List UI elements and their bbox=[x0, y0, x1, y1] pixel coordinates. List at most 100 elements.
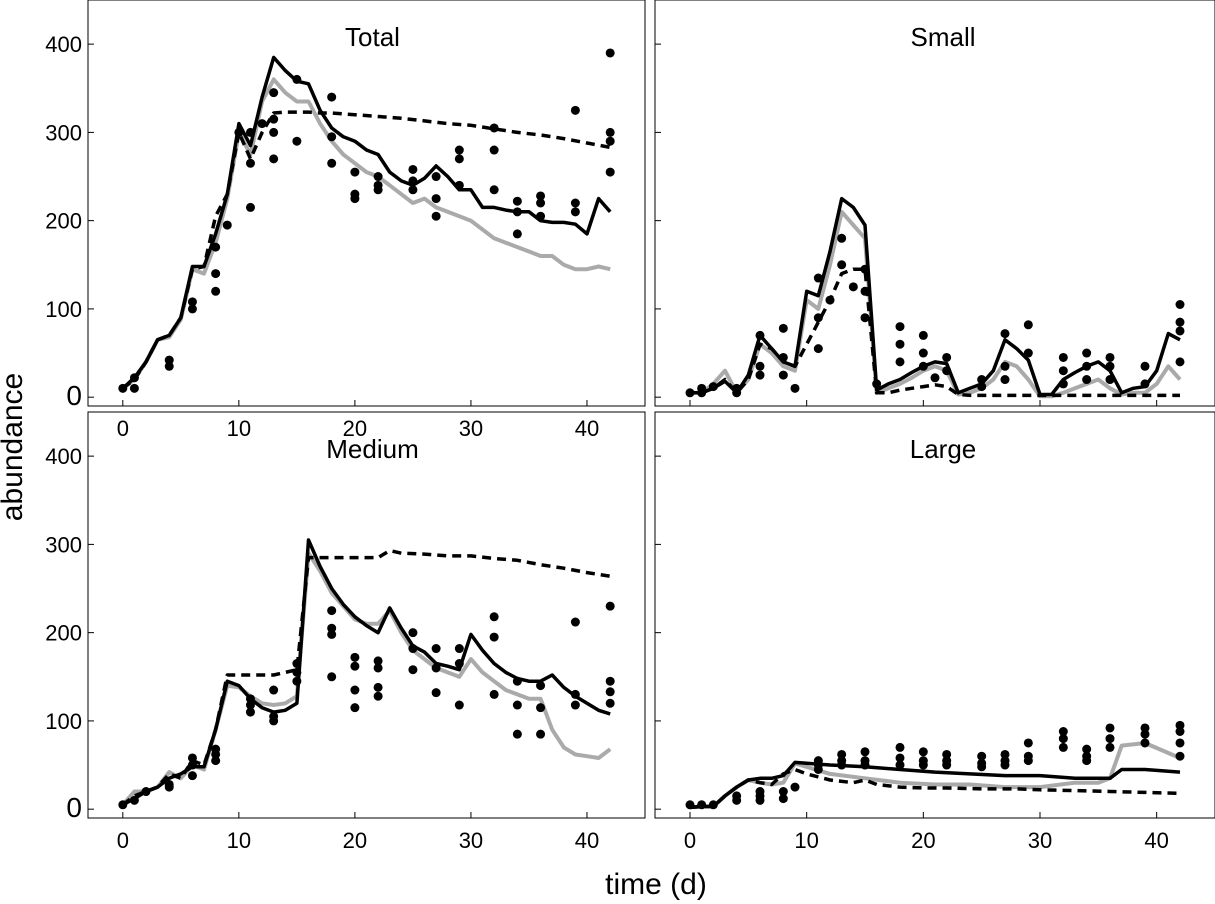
observation-point-total bbox=[129, 383, 139, 393]
observation-point-total bbox=[489, 185, 499, 195]
observation-point-total bbox=[373, 185, 383, 195]
observation-point-large bbox=[1140, 729, 1150, 739]
x-tick-label-total: 0 bbox=[117, 416, 129, 441]
observation-point-medium bbox=[570, 617, 580, 627]
y-tick-label-total: 300 bbox=[45, 120, 82, 145]
observation-point-total bbox=[454, 180, 464, 190]
observation-point-medium bbox=[408, 665, 418, 675]
observation-point-total bbox=[454, 145, 464, 155]
observation-point-small bbox=[708, 382, 718, 392]
panel-large: 0 10 20 30 40 Large bbox=[654, 411, 1215, 853]
observation-point-small bbox=[1023, 348, 1033, 358]
y-tick-label-medium: 100 bbox=[45, 709, 82, 734]
observation-point-small bbox=[1175, 326, 1185, 336]
observation-point-small bbox=[778, 370, 788, 380]
observation-point-medium bbox=[431, 644, 441, 654]
observation-point-medium bbox=[454, 644, 464, 654]
observation-point-total bbox=[536, 191, 546, 201]
observation-point-small bbox=[1000, 375, 1010, 385]
observation-point-total bbox=[269, 114, 279, 124]
observation-point-medium bbox=[350, 703, 360, 713]
y-tick-label-total: 0 bbox=[66, 380, 82, 411]
observation-point-large bbox=[895, 760, 905, 770]
observation-point-total bbox=[605, 167, 615, 177]
observation-point-medium bbox=[245, 700, 255, 710]
observation-point-large bbox=[1023, 756, 1033, 766]
observation-point-medium bbox=[269, 685, 279, 695]
observation-point-medium bbox=[605, 687, 615, 697]
observation-point-medium bbox=[570, 700, 580, 710]
observation-point-total bbox=[292, 136, 302, 146]
observation-point-total bbox=[536, 211, 546, 221]
observation-point-small bbox=[930, 373, 940, 383]
observation-point-medium bbox=[408, 628, 418, 638]
observation-point-medium bbox=[454, 700, 464, 710]
observation-point-large bbox=[1175, 751, 1185, 761]
observation-point-small bbox=[1082, 361, 1092, 371]
observation-point-total bbox=[489, 123, 499, 133]
observation-point-small bbox=[837, 260, 847, 270]
observation-point-total bbox=[211, 242, 221, 252]
observation-point-small bbox=[942, 352, 952, 362]
observation-point-medium bbox=[373, 656, 383, 666]
observation-point-large bbox=[778, 794, 788, 804]
observation-point-total bbox=[327, 92, 337, 102]
observation-point-large bbox=[860, 760, 870, 770]
observation-point-total bbox=[327, 158, 337, 168]
observation-point-large bbox=[697, 800, 707, 810]
observation-point-medium bbox=[536, 729, 546, 739]
observation-point-medium bbox=[605, 698, 615, 708]
observation-point-large bbox=[895, 742, 905, 752]
observation-point-small bbox=[1175, 300, 1185, 309]
observation-point-total bbox=[327, 132, 337, 142]
observation-point-small bbox=[1082, 348, 1092, 358]
series-line-solid-black-medium bbox=[121, 538, 611, 807]
observation-point-medium bbox=[605, 676, 615, 686]
observation-point-total bbox=[245, 127, 255, 137]
observation-point-medium bbox=[536, 703, 546, 713]
observation-point-large bbox=[1105, 734, 1115, 744]
observation-point-total bbox=[536, 198, 546, 208]
observation-point-large bbox=[1058, 734, 1068, 744]
observation-point-total bbox=[164, 361, 174, 371]
observation-point-large bbox=[860, 747, 870, 757]
observation-point-large bbox=[1175, 738, 1185, 748]
observation-point-large bbox=[918, 760, 928, 770]
observation-point-total bbox=[431, 194, 441, 204]
x-tick-label-medium: 30 bbox=[459, 828, 483, 853]
observation-point-total bbox=[431, 172, 441, 182]
y-tick-label-medium: 200 bbox=[45, 621, 82, 646]
panel-title-small: Small bbox=[910, 22, 975, 52]
observation-point-medium bbox=[245, 694, 255, 704]
observation-point-medium bbox=[373, 663, 383, 673]
observation-point-medium bbox=[536, 681, 546, 691]
y-axis-label: abundance bbox=[0, 373, 29, 521]
observation-point-large bbox=[778, 787, 788, 797]
observation-point-medium bbox=[327, 672, 337, 682]
observation-point-total bbox=[187, 304, 197, 314]
observation-point-small bbox=[895, 357, 905, 367]
panel-frame-total bbox=[87, 0, 646, 407]
y-tick-label-medium: 0 bbox=[66, 792, 82, 823]
observation-point-total bbox=[187, 297, 197, 307]
x-tick-label-total: 30 bbox=[459, 416, 483, 441]
x-tick-label-large: 20 bbox=[911, 828, 935, 853]
x-tick-label-large: 30 bbox=[1028, 828, 1052, 853]
panel-frame-medium bbox=[87, 411, 646, 819]
observation-point-small bbox=[977, 375, 987, 385]
observation-point-medium bbox=[570, 689, 580, 699]
observation-point-medium bbox=[512, 676, 522, 686]
observation-point-large bbox=[732, 791, 742, 801]
panel-frame-large bbox=[654, 411, 1215, 819]
x-tick-label-medium: 40 bbox=[575, 828, 599, 853]
observation-point-total bbox=[129, 373, 139, 383]
observation-point-medium bbox=[512, 729, 522, 739]
observation-point-total bbox=[512, 229, 522, 239]
x-tick-label-medium: 10 bbox=[227, 828, 251, 853]
observation-point-medium bbox=[187, 760, 197, 770]
observation-point-large bbox=[685, 800, 695, 810]
observation-point-medium bbox=[187, 753, 197, 763]
observation-point-small bbox=[895, 339, 905, 349]
